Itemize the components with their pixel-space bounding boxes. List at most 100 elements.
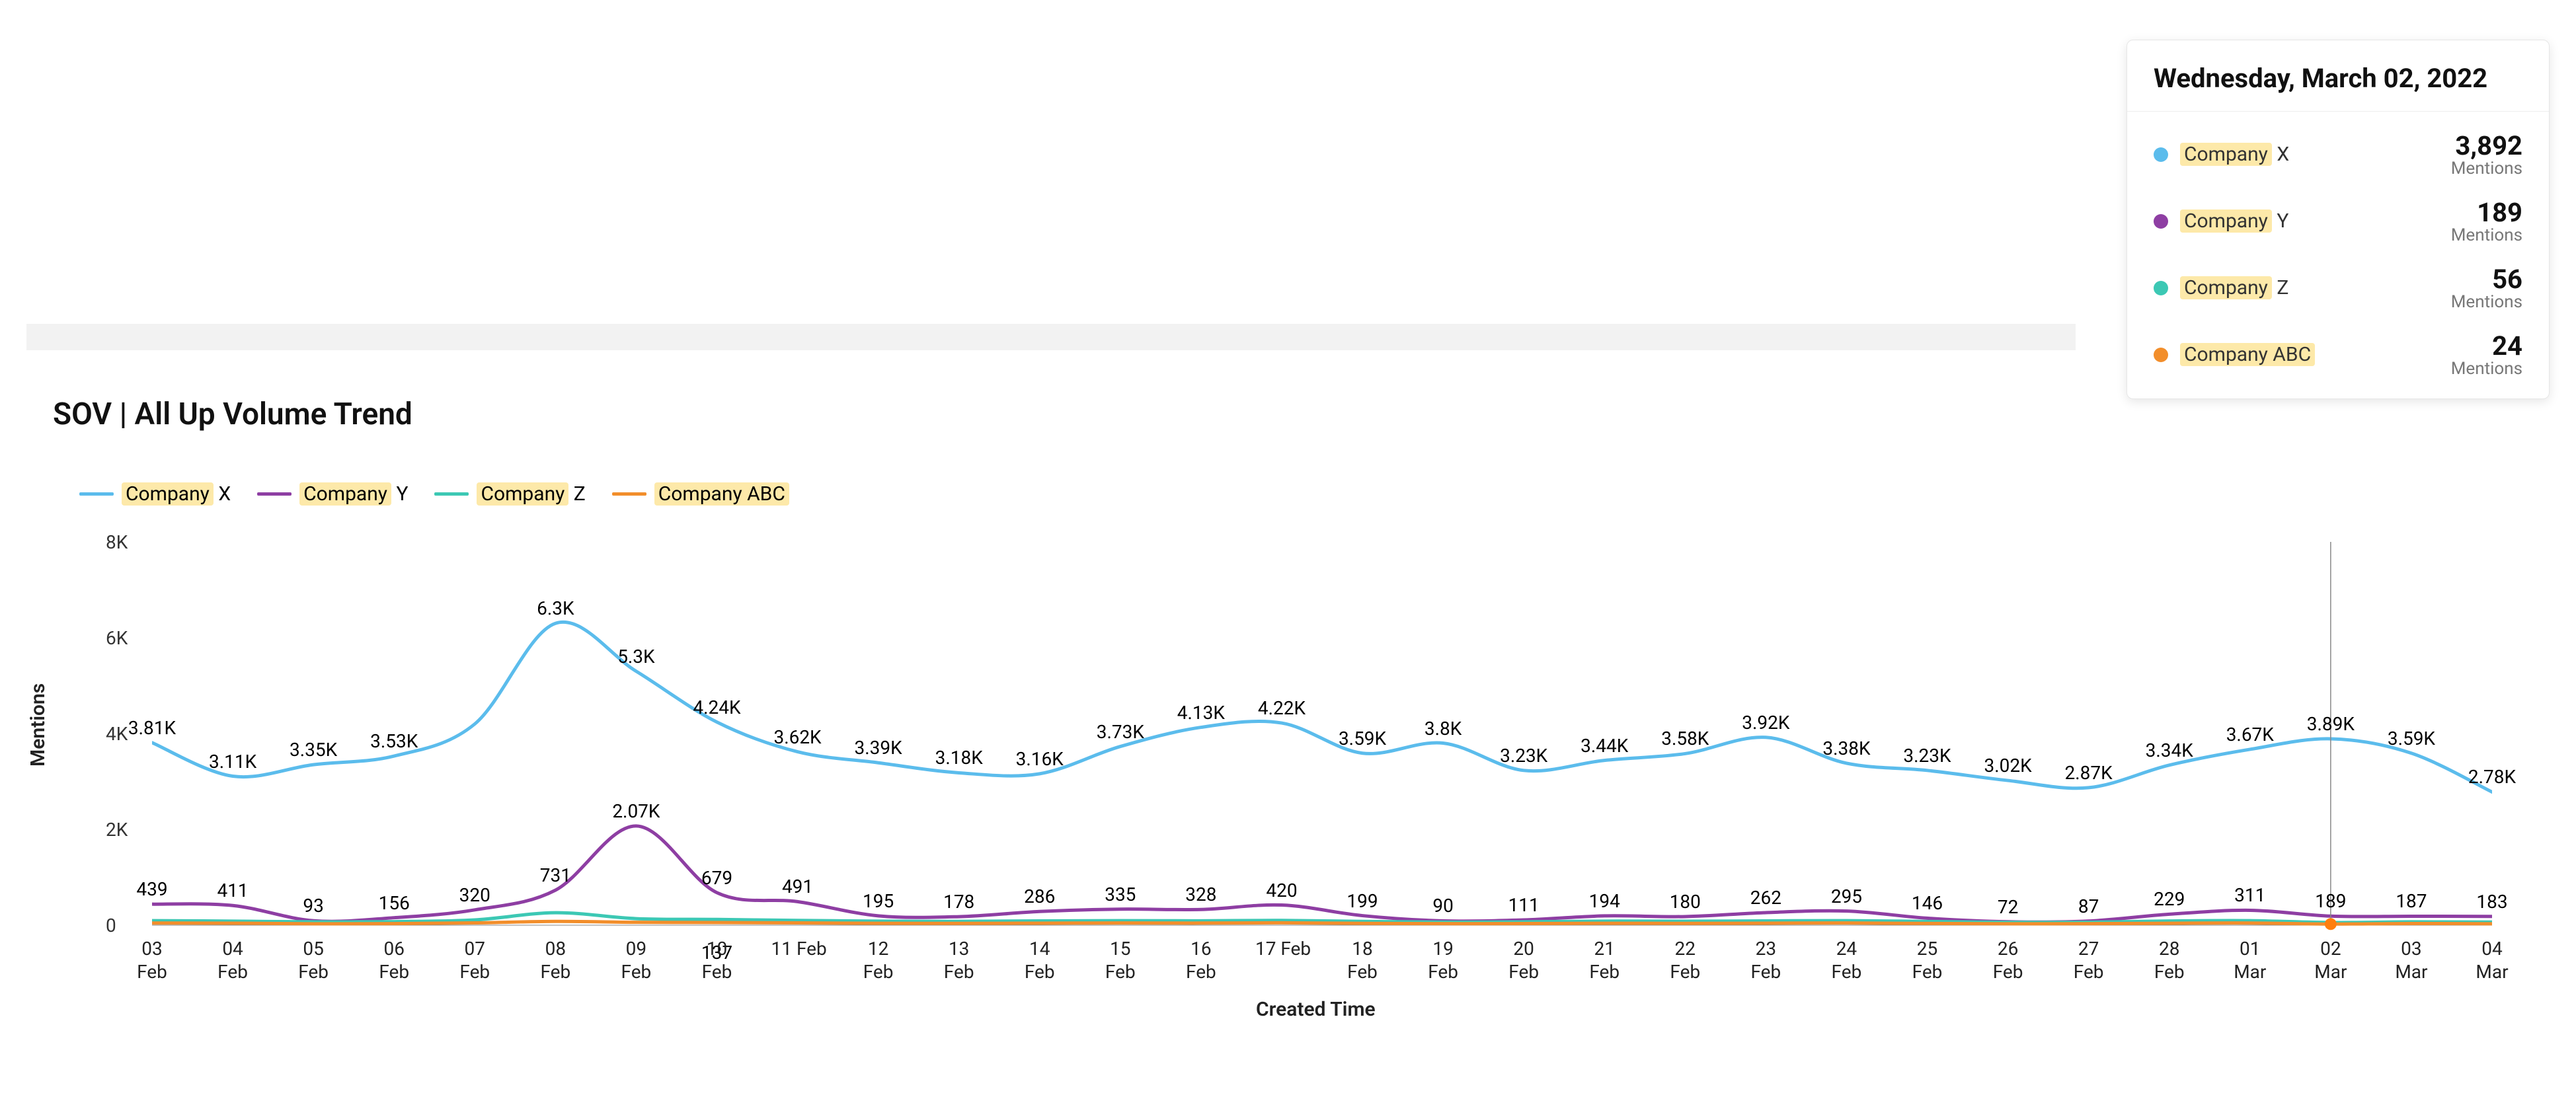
data-label: 72	[1998, 896, 2018, 918]
data-label: 295	[1831, 886, 1862, 907]
data-label: 3.02K	[1984, 755, 2031, 776]
tooltip-rows: Company X3,892MentionsCompany Y189Mentio…	[2127, 112, 2549, 379]
data-label: 311	[2234, 884, 2265, 906]
tooltip-unit: Mentions	[2451, 359, 2522, 379]
data-label: 3.53K	[370, 730, 418, 752]
x-tick: 22 Feb	[1659, 937, 1711, 983]
series-dot-icon	[2154, 147, 2168, 162]
data-label: 3.59K	[1339, 728, 1386, 749]
y-tick: 4K	[106, 723, 128, 745]
data-label: 286	[1024, 886, 1055, 907]
data-label: 3.59K	[2388, 728, 2435, 749]
data-label: 3.16K	[1016, 748, 1064, 770]
divider-band	[26, 324, 2076, 350]
data-label: 3.62K	[773, 726, 821, 748]
legend-item[interactable]: Company ABC	[612, 482, 789, 506]
y-tick: 2K	[106, 819, 128, 841]
data-label: 2.07K	[612, 800, 660, 822]
x-tick: 05 Feb	[287, 937, 340, 983]
tooltip-value: 56	[2451, 264, 2522, 295]
legend-item[interactable]: Company Y	[257, 482, 408, 506]
legend-item[interactable]: Company X	[79, 482, 231, 506]
x-tick: 08 Feb	[529, 937, 582, 983]
x-axis-label: Created Time	[1256, 998, 1376, 1021]
legend-label: Company X	[122, 482, 231, 506]
data-label: 6.3K	[537, 597, 574, 619]
data-label: 180	[1670, 891, 1701, 913]
x-tick: 10 Feb	[690, 937, 743, 983]
data-label: 335	[1105, 884, 1136, 905]
x-tick: 24 Feb	[1820, 937, 1873, 983]
data-label: 262	[1750, 887, 1781, 909]
data-label: 87	[2078, 895, 2099, 917]
data-label: 199	[1347, 890, 1378, 912]
tooltip-value: 189	[2451, 197, 2522, 228]
tooltip-series-name: Company X	[2180, 143, 2289, 166]
data-label: 320	[459, 884, 490, 906]
x-tick: 27 Feb	[2062, 937, 2115, 983]
data-label: 4.22K	[1258, 697, 1306, 719]
tooltip-unit: Mentions	[2451, 159, 2522, 178]
data-label: 111	[1508, 894, 1540, 916]
tooltip-series-name: Company Y	[2180, 209, 2288, 233]
x-tick: 14 Feb	[1013, 937, 1066, 983]
legend-swatch	[79, 492, 114, 496]
data-label: 411	[217, 880, 248, 901]
legend-label: Company ABC	[654, 482, 789, 506]
data-label: 156	[379, 892, 410, 914]
x-tick: 21 Feb	[1578, 937, 1631, 983]
x-tick: 20 Feb	[1497, 937, 1550, 983]
data-label: 3.23K	[1903, 745, 1951, 767]
data-label: 491	[782, 876, 813, 897]
page-root: SOV | All Up Volume Trend Company XCompa…	[0, 0, 2576, 1097]
data-label: 420	[1266, 880, 1297, 901]
data-label: 3.18K	[935, 747, 983, 769]
data-label: 5.3K	[617, 646, 654, 667]
tooltip-row[interactable]: Company Z56Mentions	[2127, 245, 2549, 312]
series-dot-icon	[2154, 348, 2168, 362]
x-tick: 15 Feb	[1094, 937, 1147, 983]
data-label: 731	[540, 864, 571, 886]
data-label: 183	[2476, 891, 2507, 913]
data-label: 3.44K	[1581, 735, 1628, 757]
data-label: 3.89K	[2307, 713, 2355, 735]
x-tick: 09 Feb	[609, 937, 662, 983]
data-label: 4.24K	[693, 697, 740, 718]
x-tick: 25 Feb	[1901, 937, 1954, 983]
data-label: 3.67K	[2226, 724, 2274, 745]
tooltip-date: Wednesday, March 02, 2022	[2127, 40, 2549, 112]
tooltip-row[interactable]: Company Y 189Mentions	[2127, 178, 2549, 245]
data-label: 189	[2315, 890, 2346, 912]
tooltip-row[interactable]: Company ABC24Mentions	[2127, 312, 2549, 379]
tooltip-row[interactable]: Company X3,892Mentions	[2127, 112, 2549, 178]
tooltip-series-name: Company ABC	[2180, 343, 2315, 366]
data-label: 187	[2396, 890, 2427, 912]
data-label: 2.78K	[2468, 766, 2516, 788]
x-tick: 12 Feb	[852, 937, 905, 983]
tooltip-unit: Mentions	[2451, 225, 2522, 245]
x-tick: 03 Mar	[2385, 937, 2438, 983]
data-label: 3.39K	[855, 737, 902, 759]
y-axis-label: Mentions	[26, 683, 50, 767]
series-line[interactable]	[152, 622, 2492, 792]
legend-swatch	[434, 492, 469, 496]
x-tick: 11 Feb	[771, 937, 824, 960]
series-line[interactable]	[152, 826, 2492, 922]
x-tick: 26 Feb	[1982, 937, 2035, 983]
x-tick: 04 Mar	[2466, 937, 2518, 983]
data-label: 328	[1185, 884, 1216, 905]
chart-plot[interactable]	[152, 542, 2492, 938]
x-tick: 01 Mar	[2224, 937, 2277, 983]
legend-swatch	[612, 492, 646, 496]
data-label: 90	[1432, 895, 1453, 917]
x-tick: 18 Feb	[1336, 937, 1389, 983]
guide-marker	[2325, 918, 2337, 930]
x-tick: 17 Feb	[1255, 937, 1308, 960]
legend-item[interactable]: Company Z	[434, 482, 585, 506]
x-tick: 03 Feb	[126, 937, 178, 983]
x-tick: 04 Feb	[206, 937, 259, 983]
data-label: 3.34K	[2146, 739, 2193, 761]
data-label: 93	[303, 895, 323, 917]
data-label: 3.38K	[1822, 738, 1870, 759]
x-tick: 13 Feb	[933, 937, 986, 983]
